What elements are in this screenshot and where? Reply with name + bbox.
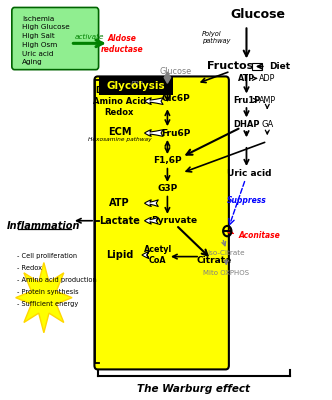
Text: activate: activate — [75, 34, 104, 40]
Polygon shape — [16, 262, 72, 333]
Text: Glycolysis: Glycolysis — [107, 80, 165, 90]
Text: Citrate: Citrate — [197, 256, 232, 265]
Text: High Glucose: High Glucose — [22, 24, 70, 30]
Text: PPP: PPP — [131, 81, 144, 87]
Text: G3P: G3P — [157, 184, 178, 193]
Text: ATP: ATP — [109, 198, 130, 208]
Text: Ischemia: Ischemia — [22, 16, 55, 22]
Text: - Redox: - Redox — [17, 265, 42, 271]
Text: - Sufficient energy: - Sufficient energy — [17, 301, 78, 307]
Text: ADP: ADP — [259, 74, 276, 83]
Text: Diet: Diet — [269, 62, 290, 71]
Text: GA: GA — [261, 120, 274, 129]
Text: High Salt: High Salt — [22, 33, 55, 39]
Text: F1,6P: F1,6P — [153, 156, 182, 166]
Text: Glucose: Glucose — [160, 67, 192, 76]
Text: ECM: ECM — [108, 127, 131, 137]
Text: Lipid: Lipid — [106, 250, 133, 260]
Text: DHAP: DHAP — [233, 120, 260, 129]
Text: Iso-Citrate: Iso-Citrate — [208, 250, 245, 256]
Text: Aconitase: Aconitase — [238, 231, 280, 240]
Text: - Cell proliferation: - Cell proliferation — [17, 253, 77, 259]
Text: Fru6P: Fru6P — [161, 128, 191, 138]
Text: Mito OXPHOS: Mito OXPHOS — [203, 270, 249, 276]
Polygon shape — [164, 72, 171, 83]
Text: Inflammation: Inflammation — [7, 221, 81, 231]
Text: Hexosamine pathway: Hexosamine pathway — [88, 136, 151, 142]
Text: - Protein synthesis: - Protein synthesis — [17, 289, 79, 295]
Text: High Osm: High Osm — [22, 42, 58, 48]
Text: Fructose: Fructose — [207, 62, 261, 72]
Text: Aging: Aging — [22, 60, 43, 66]
FancyBboxPatch shape — [252, 63, 262, 70]
Text: Uric acid: Uric acid — [227, 169, 272, 178]
FancyBboxPatch shape — [94, 76, 229, 370]
Text: The Warburg effect: The Warburg effect — [137, 384, 250, 394]
Text: DNA, RNA
Amino Acid
Redox: DNA, RNA Amino Acid Redox — [93, 86, 146, 117]
Text: Glc6P: Glc6P — [162, 94, 191, 103]
FancyBboxPatch shape — [12, 8, 99, 70]
Text: Suppress: Suppress — [227, 196, 266, 205]
Text: - Amino acid production: - Amino acid production — [17, 277, 97, 283]
Text: Glucose: Glucose — [230, 8, 285, 21]
Text: Aldose
reductase: Aldose reductase — [100, 34, 143, 54]
Text: AMP: AMP — [259, 96, 276, 105]
Text: Fru1P: Fru1P — [233, 96, 260, 105]
FancyBboxPatch shape — [99, 76, 174, 95]
Text: ATP: ATP — [238, 74, 255, 83]
Text: Lactate: Lactate — [99, 216, 140, 226]
Text: Pyruvate: Pyruvate — [151, 216, 198, 225]
Text: Acetyl
CoA: Acetyl CoA — [144, 245, 172, 265]
Text: Uric acid: Uric acid — [22, 51, 54, 57]
Text: Polyol
pathway: Polyol pathway — [202, 31, 230, 44]
